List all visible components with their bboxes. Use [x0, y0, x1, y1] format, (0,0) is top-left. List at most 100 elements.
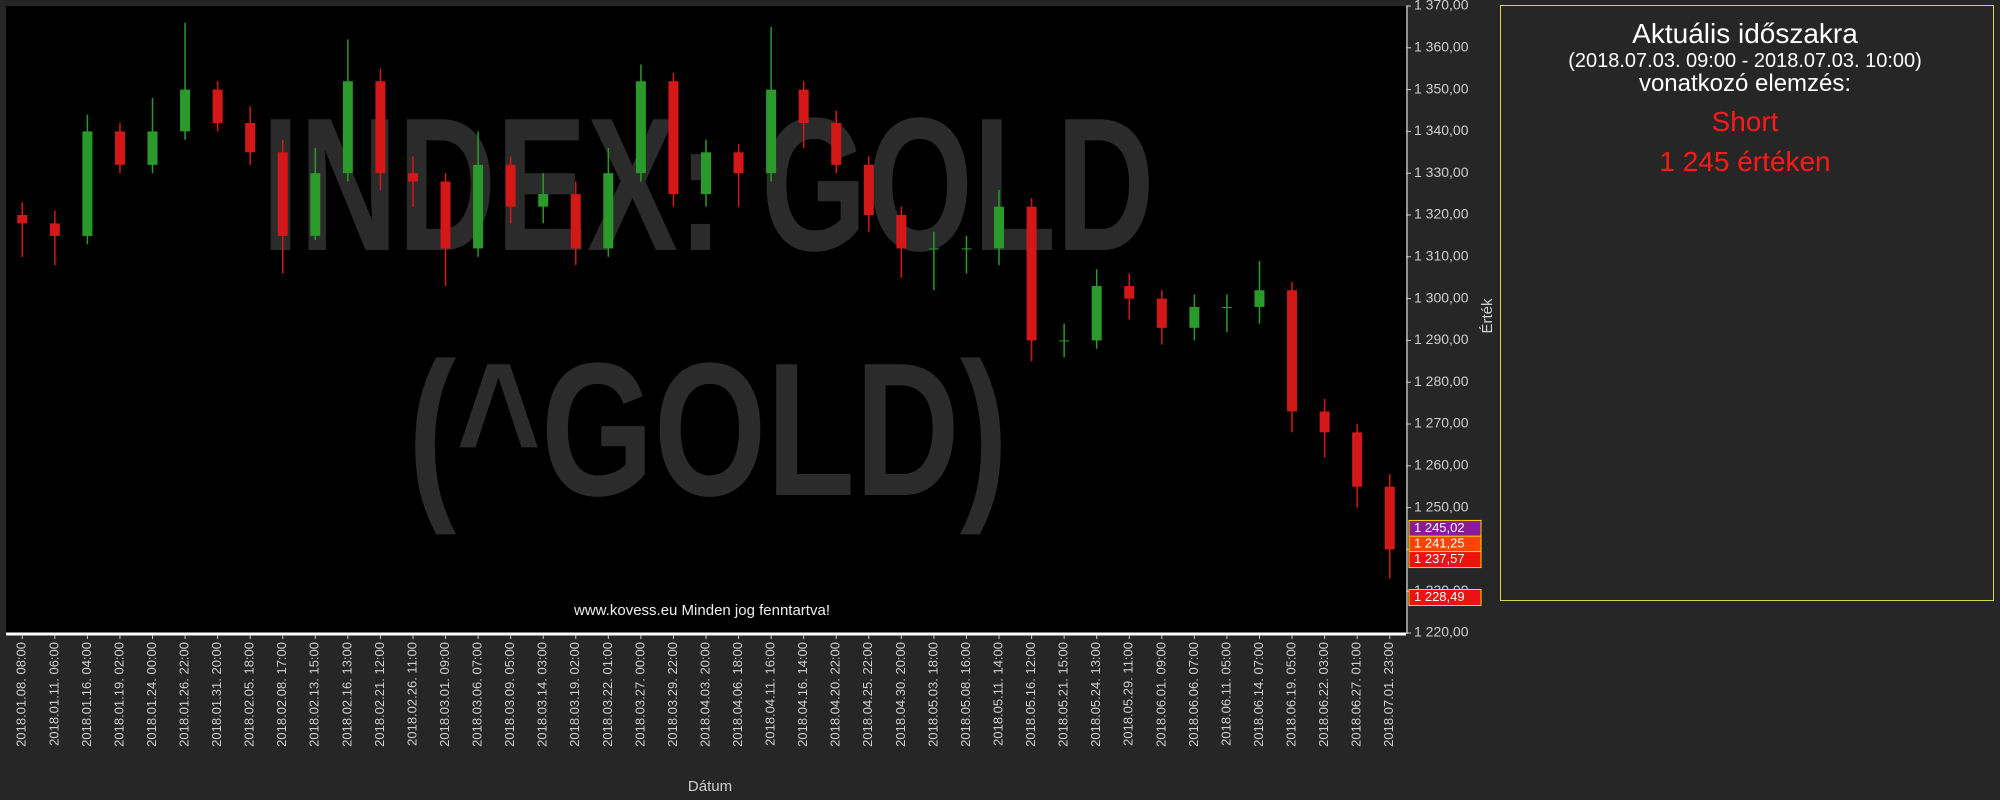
candle-body: [342, 81, 353, 174]
x-tick-label: 2018.07.01. 23:00: [1381, 642, 1396, 747]
candle-body: [277, 152, 288, 236]
x-tick-label: 2018.05.03. 18:00: [925, 642, 940, 747]
x-tick-label: 2018.05.21. 15:00: [1056, 642, 1071, 747]
candle-body: [635, 81, 646, 174]
x-tick-label: 2018.03.27. 00:00: [632, 642, 647, 747]
x-tick-label: 2018.03.01. 09:00: [437, 642, 452, 747]
x-tick-label: 2018.03.19. 02:00: [567, 642, 582, 747]
y-tick-label: 1 300,00: [1414, 289, 1469, 305]
panel-period: (2018.07.03. 09:00 - 2018.07.03. 10:00): [1568, 50, 1922, 72]
candle-body: [310, 173, 321, 236]
x-tick-label: 2018.04.06. 18:00: [730, 642, 745, 747]
x-tick-label: 2018.06.22. 03:00: [1316, 642, 1331, 747]
x-tick-label: 2018.04.30. 20:00: [893, 642, 908, 747]
y-axis-title: Érték: [1479, 298, 1496, 334]
price-marker: [1408, 589, 1482, 607]
candle-body: [538, 194, 549, 207]
x-axis-title: Dátum: [688, 778, 732, 795]
analysis-panel: [1500, 5, 1994, 601]
x-tick-label: 2018.06.19. 05:00: [1283, 642, 1298, 747]
y-tick-label: 1 280,00: [1414, 373, 1469, 389]
candle-body: [473, 164, 484, 249]
x-tick-label: 2018.01.31. 20:00: [209, 642, 224, 747]
y-tick-label: 1 260,00: [1414, 457, 1469, 473]
candle-body: [928, 248, 939, 250]
candle-body: [1254, 290, 1265, 307]
x-tick-label: 2018.01.11. 06:00: [46, 642, 61, 746]
candle-body: [603, 173, 614, 249]
footer: www.kovess.eu Minden jog fenntartva!: [573, 602, 830, 619]
y-tick-label: 1 290,00: [1414, 331, 1469, 347]
candle-body: [440, 181, 451, 249]
x-tick-label: 2018.01.24. 00:00: [144, 642, 159, 747]
candle-body: [505, 164, 516, 207]
y-tick-label: 1 310,00: [1414, 248, 1469, 264]
x-tick-label: 2018.01.26. 22:00: [177, 642, 192, 747]
price-marker-label: 1 228,49: [1414, 589, 1465, 604]
x-tick-label: 2018.04.20. 22:00: [828, 642, 843, 747]
price-marker-label: 1 241,25: [1414, 536, 1465, 551]
candle-body: [1156, 298, 1167, 328]
watermark: (^GOLD): [408, 324, 1008, 536]
x-tick-label: 2018.04.16. 14:00: [795, 642, 810, 747]
y-tick-label: 1 340,00: [1414, 122, 1469, 138]
y-tick-label: 1 270,00: [1414, 415, 1469, 431]
candle-body: [1059, 340, 1070, 342]
x-tick-label: 2018.05.16. 12:00: [1023, 642, 1038, 747]
candle-body: [896, 215, 907, 249]
x-tick-label: 2018.02.08. 17:00: [274, 642, 289, 747]
x-tick-label: 2018.01.19. 02:00: [111, 642, 126, 747]
x-tick-label: 2018.04.11. 16:00: [763, 642, 778, 746]
x-tick-label: 2018.03.14. 03:00: [535, 642, 550, 747]
price-marker-label: 1 237,57: [1414, 551, 1465, 566]
candle-body: [1189, 306, 1200, 328]
y-tick-label: 1 220,00: [1414, 624, 1469, 640]
price-marker: [1408, 551, 1482, 569]
candle-body: [114, 131, 125, 165]
x-tick-label: 2018.04.03. 20:00: [697, 642, 712, 747]
candle-body: [245, 123, 256, 153]
y-tick-label: 1 350,00: [1414, 80, 1469, 96]
x-tick-label: 2018.06.01. 09:00: [1153, 642, 1168, 747]
candle-body: [82, 131, 93, 236]
candle-body: [212, 89, 223, 124]
x-tick-label: 2018.02.26. 11:00: [404, 642, 419, 746]
x-tick-label: 2018.02.13. 15:00: [307, 642, 322, 747]
candle-body: [668, 81, 679, 195]
y-tick-label: 1 330,00: [1414, 164, 1469, 180]
x-tick-label: 2018.03.09. 05:00: [502, 642, 517, 747]
plot-area: [6, 6, 1406, 633]
candle-body: [1352, 432, 1363, 487]
candle-body: [733, 152, 744, 174]
y-tick-label: 1 320,00: [1414, 206, 1469, 222]
x-tick-label: 2018.05.08. 16:00: [958, 642, 973, 747]
panel-subtitle: vonatkozó elemzés:: [1639, 70, 1851, 97]
x-tick-label: 2018.06.14. 07:00: [1251, 642, 1266, 747]
x-tick-label: 2018.02.21. 12:00: [372, 642, 387, 747]
x-tick-label: 2018.02.05. 18:00: [242, 642, 257, 747]
candle-body: [961, 248, 972, 250]
price-marker-label: 1 245,02: [1414, 520, 1465, 535]
candle-body: [1124, 286, 1135, 299]
candle-body: [49, 223, 60, 236]
x-tick-label: 2018.03.29. 22:00: [665, 642, 680, 747]
y-tick-label: 1 370,00: [1414, 0, 1469, 13]
candle-body: [180, 89, 191, 132]
candle-body: [1026, 206, 1037, 341]
panel-level: 1 245 értéken: [1659, 146, 1830, 177]
candle-body: [1319, 411, 1330, 433]
x-tick-label: 2018.03.06. 07:00: [470, 642, 485, 747]
candle-body: [701, 152, 711, 195]
candle-body: [1221, 306, 1232, 308]
x-tick-label: 2018.06.11. 05:00: [1218, 642, 1233, 746]
candle-body: [1287, 290, 1298, 412]
panel-signal: Short: [1712, 106, 1779, 137]
x-tick-label: 2018.04.25. 22:00: [860, 642, 875, 747]
candle-body: [766, 89, 777, 174]
x-tick-label: 2018.05.11. 14:00: [990, 642, 1005, 746]
candle-body: [147, 131, 158, 165]
x-tick-label: 2018.01.16. 04:00: [79, 642, 94, 747]
x-tick-label: 2018.05.29. 11:00: [1121, 642, 1136, 746]
